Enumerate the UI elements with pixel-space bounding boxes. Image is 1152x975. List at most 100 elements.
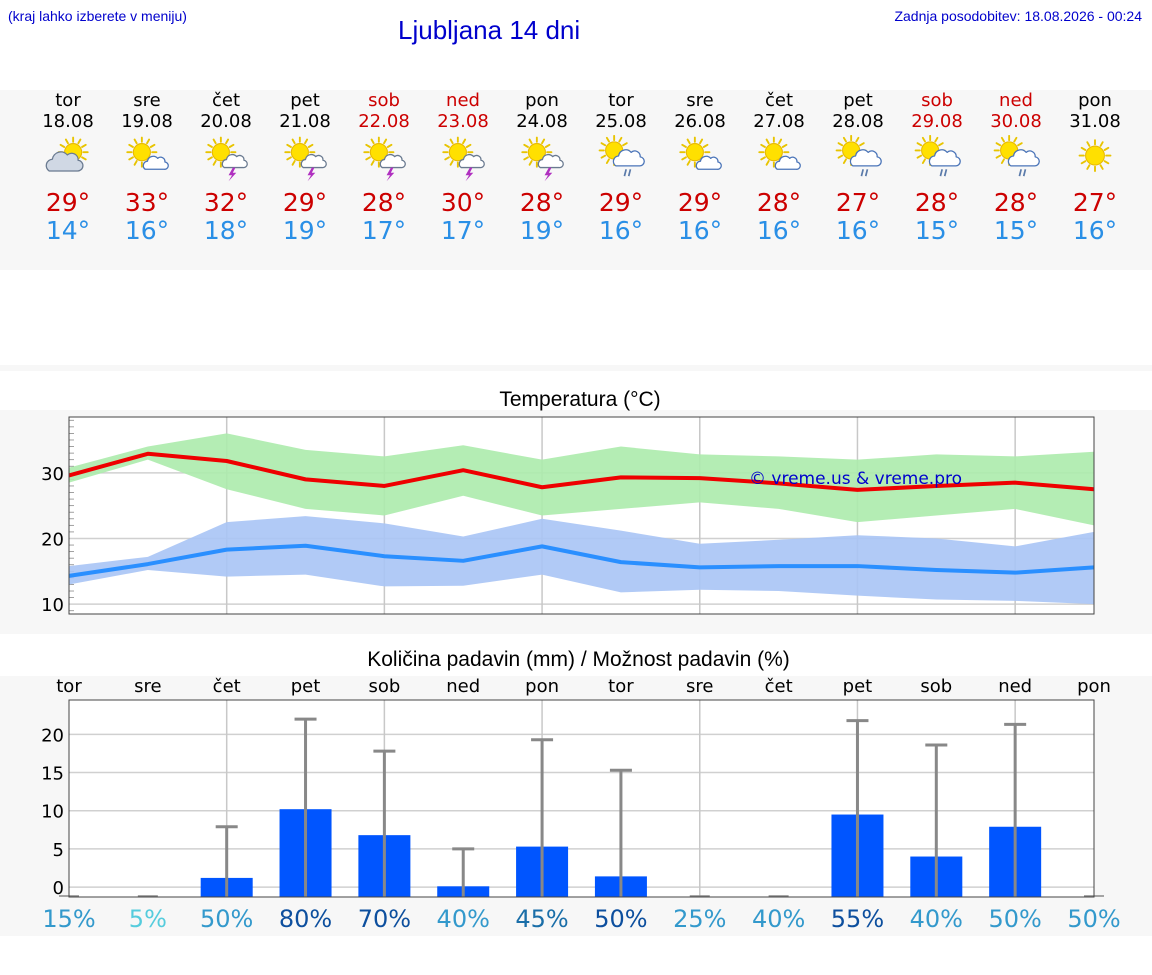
day-name: pet bbox=[290, 90, 320, 111]
max-temp: 28° bbox=[519, 188, 565, 217]
forecast-day: čet 27.08 28° 16° bbox=[739, 90, 819, 245]
day-date: 18.08 bbox=[42, 111, 94, 132]
sun-thunder-icon bbox=[284, 136, 327, 182]
max-temp: 28° bbox=[993, 188, 1039, 217]
y-tick-label: 20 bbox=[41, 529, 64, 550]
y-tick-label: 10 bbox=[41, 802, 64, 823]
plot-border bbox=[68, 699, 1095, 898]
x-tick-label: sob bbox=[368, 676, 400, 697]
y-tick-label: 30 bbox=[41, 464, 64, 485]
plot-border bbox=[68, 416, 1095, 615]
max-temp: 28° bbox=[756, 188, 802, 217]
day-date: 30.08 bbox=[990, 111, 1042, 132]
forecast-day: sob 29.08 28° 15° bbox=[897, 90, 977, 245]
x-tick-label: tor bbox=[608, 676, 634, 697]
max-temp: 29° bbox=[598, 188, 644, 217]
y-tick-label: 20 bbox=[41, 725, 64, 746]
forecast-day: tor 18.08 29° 14° bbox=[28, 90, 108, 245]
precipitation-probability: 55% bbox=[831, 905, 884, 933]
max-temp: 28° bbox=[914, 188, 960, 217]
day-date: 19.08 bbox=[121, 111, 173, 132]
range-band bbox=[69, 433, 1094, 526]
max-temp: 28° bbox=[361, 188, 407, 217]
max-temp: 29° bbox=[677, 188, 723, 217]
x-tick-label: ned bbox=[446, 676, 480, 697]
day-date: 26.08 bbox=[674, 111, 726, 132]
sun-cloud-icon bbox=[679, 136, 722, 170]
day-date: 23.08 bbox=[437, 111, 489, 132]
precipitation-probability: 50% bbox=[594, 905, 647, 933]
watermark: © vreme.us & vreme.pro bbox=[749, 469, 962, 489]
forecast-day: sre 26.08 29° 16° bbox=[660, 90, 740, 245]
sun-rain-icon bbox=[993, 135, 1040, 177]
x-tick-label: pon bbox=[1077, 676, 1111, 697]
min-temp: 19° bbox=[519, 216, 565, 245]
x-tick-label: ned bbox=[998, 676, 1032, 697]
min-temp: 16° bbox=[124, 216, 170, 245]
precipitation-probability: 80% bbox=[279, 905, 332, 933]
min-temp: 14° bbox=[45, 216, 91, 245]
day-name: ned bbox=[446, 90, 480, 111]
precipitation-probability: 50% bbox=[200, 905, 253, 933]
sun-cloud-icon bbox=[126, 136, 169, 170]
day-date: 27.08 bbox=[753, 111, 805, 132]
sun-thunder-icon bbox=[442, 136, 485, 182]
precipitation-chart-title: Količina padavin (mm) / Možnost padavin … bbox=[367, 648, 790, 671]
forecast-day: sre 19.08 33° 16° bbox=[107, 90, 187, 245]
forecast-day: sob 22.08 28° 17° bbox=[344, 90, 424, 245]
precipitation-probability: 25% bbox=[673, 905, 726, 933]
forecast-day: pon 24.08 28° 19° bbox=[502, 90, 582, 245]
day-date: 24.08 bbox=[516, 111, 568, 132]
y-tick-label: 10 bbox=[41, 595, 64, 616]
precipitation-probability: 15% bbox=[42, 905, 95, 933]
day-name: tor bbox=[55, 90, 81, 111]
min-temp: 19° bbox=[282, 216, 328, 245]
min-temp: 17° bbox=[361, 216, 407, 245]
day-name: sre bbox=[686, 90, 714, 111]
partly-cloudy-icon bbox=[45, 136, 89, 172]
min-temp: 16° bbox=[756, 216, 802, 245]
x-tick-label: pet bbox=[843, 676, 873, 697]
day-name: čet bbox=[764, 90, 794, 111]
series-line bbox=[68, 451, 1095, 492]
min-temp: 18° bbox=[203, 216, 249, 245]
day-date: 25.08 bbox=[595, 111, 647, 132]
precipitation-probability: 40% bbox=[910, 905, 963, 933]
temperature-chart-title: Temperatura (°C) bbox=[499, 388, 661, 411]
forecast-day: tor 25.08 29° 16° bbox=[581, 90, 661, 245]
day-name: pet bbox=[843, 90, 873, 111]
day-date: 28.08 bbox=[832, 111, 884, 132]
page-title: Ljubljana 14 dni bbox=[398, 15, 581, 45]
day-name: ned bbox=[999, 90, 1033, 111]
forecast-day: pet 21.08 29° 19° bbox=[265, 90, 345, 245]
precipitation-probability: 45% bbox=[515, 905, 568, 933]
sun-icon bbox=[1078, 139, 1112, 172]
sun-thunder-icon bbox=[363, 136, 406, 182]
region-hint: (kraj lahko izberete v meniju) bbox=[8, 8, 187, 24]
min-temp: 17° bbox=[440, 216, 486, 245]
day-name: sob bbox=[368, 90, 400, 111]
sun-rain-icon bbox=[914, 135, 961, 177]
precipitation-probability: 5% bbox=[129, 905, 167, 933]
max-temp: 27° bbox=[835, 188, 881, 217]
series-line bbox=[68, 543, 1095, 578]
forecast-day: ned 23.08 30° 17° bbox=[423, 90, 503, 245]
day-date: 21.08 bbox=[279, 111, 331, 132]
sun-thunder-icon bbox=[205, 136, 248, 182]
day-name: sre bbox=[133, 90, 161, 111]
min-temp: 15° bbox=[993, 216, 1039, 245]
min-temp: 16° bbox=[677, 216, 723, 245]
range-band bbox=[69, 516, 1094, 605]
precipitation-probability: 40% bbox=[437, 905, 490, 933]
max-temp: 33° bbox=[124, 188, 170, 217]
max-temp: 27° bbox=[1072, 188, 1118, 217]
day-name: sob bbox=[921, 90, 953, 111]
forecast-panel bbox=[0, 90, 1152, 270]
day-name: čet bbox=[211, 90, 241, 111]
day-date: 22.08 bbox=[358, 111, 410, 132]
x-tick-label: sre bbox=[686, 676, 713, 697]
x-tick-label: pon bbox=[525, 676, 559, 697]
section-divider bbox=[0, 365, 1152, 371]
min-temp: 15° bbox=[914, 216, 960, 245]
